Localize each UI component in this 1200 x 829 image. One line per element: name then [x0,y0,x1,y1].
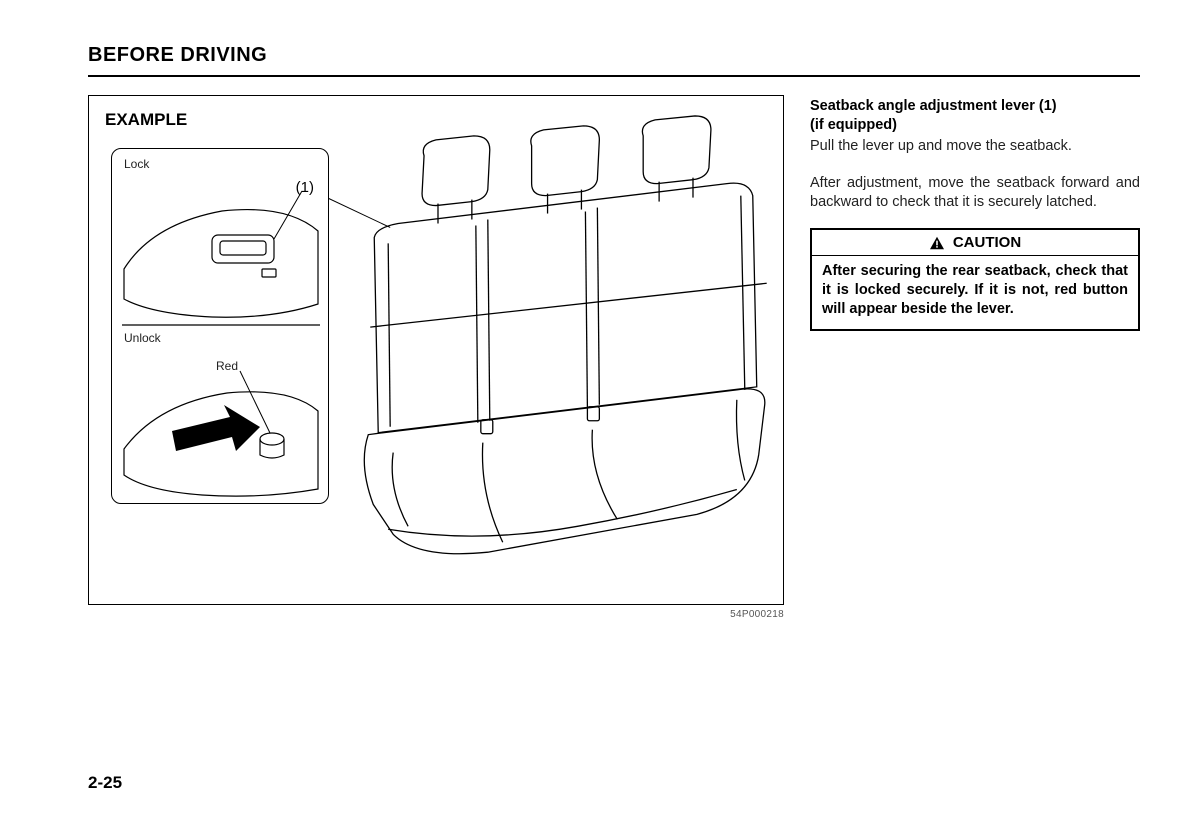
inset-illustration [112,149,330,505]
red-label: Red [216,359,238,373]
page-number: 2-25 [88,773,122,793]
figure-frame: EXAMPLE [88,95,784,605]
instruction-heading: Seatback angle adjustment lever (1) [810,97,1140,116]
inset-detail-box: Lock (1) [111,148,329,504]
instruction-subheading: (if equipped) [810,116,1140,135]
caution-box: CAUTION After securing the rear seatback… [810,228,1140,331]
warning-icon [929,236,945,250]
caution-title: CAUTION [953,234,1021,251]
caution-body: After securing the rear seatback, check … [812,256,1138,329]
figure-code: 54P000218 [88,609,784,620]
figure-column: EXAMPLE [88,95,784,620]
unlock-label: Unlock [124,331,161,345]
section-title: BEFORE DRIVING [88,44,1140,77]
text-column: Seatback angle adjustment lever (1) (if … [810,95,1140,331]
content-row: EXAMPLE [88,95,1140,620]
instruction-line-1: Pull the lever up and move the seatback. [810,137,1140,156]
caution-header: CAUTION [812,230,1138,256]
instruction-line-2: After adjustment, move the seatback forw… [810,174,1140,212]
